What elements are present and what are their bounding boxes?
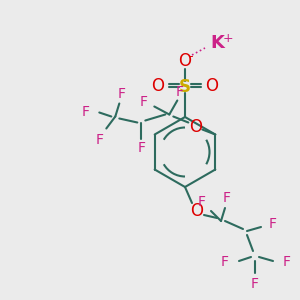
Text: F: F xyxy=(137,142,145,155)
Text: F: F xyxy=(139,95,147,110)
Text: F: F xyxy=(269,217,277,231)
Text: F: F xyxy=(223,191,231,205)
Text: F: F xyxy=(81,104,89,118)
Text: S: S xyxy=(179,78,191,96)
Text: K: K xyxy=(210,34,224,52)
Text: F: F xyxy=(283,255,291,269)
Text: F: F xyxy=(95,133,103,146)
Text: O: O xyxy=(189,118,202,136)
Text: F: F xyxy=(251,277,259,291)
Text: F: F xyxy=(198,195,206,209)
Text: +: + xyxy=(223,32,233,44)
Text: F: F xyxy=(175,85,183,100)
Text: F: F xyxy=(117,86,125,100)
Text: F: F xyxy=(221,255,229,269)
Text: O: O xyxy=(206,77,218,95)
Text: O: O xyxy=(152,77,164,95)
Text: O: O xyxy=(178,52,191,70)
Text: -: - xyxy=(189,50,193,64)
Text: O: O xyxy=(190,202,203,220)
